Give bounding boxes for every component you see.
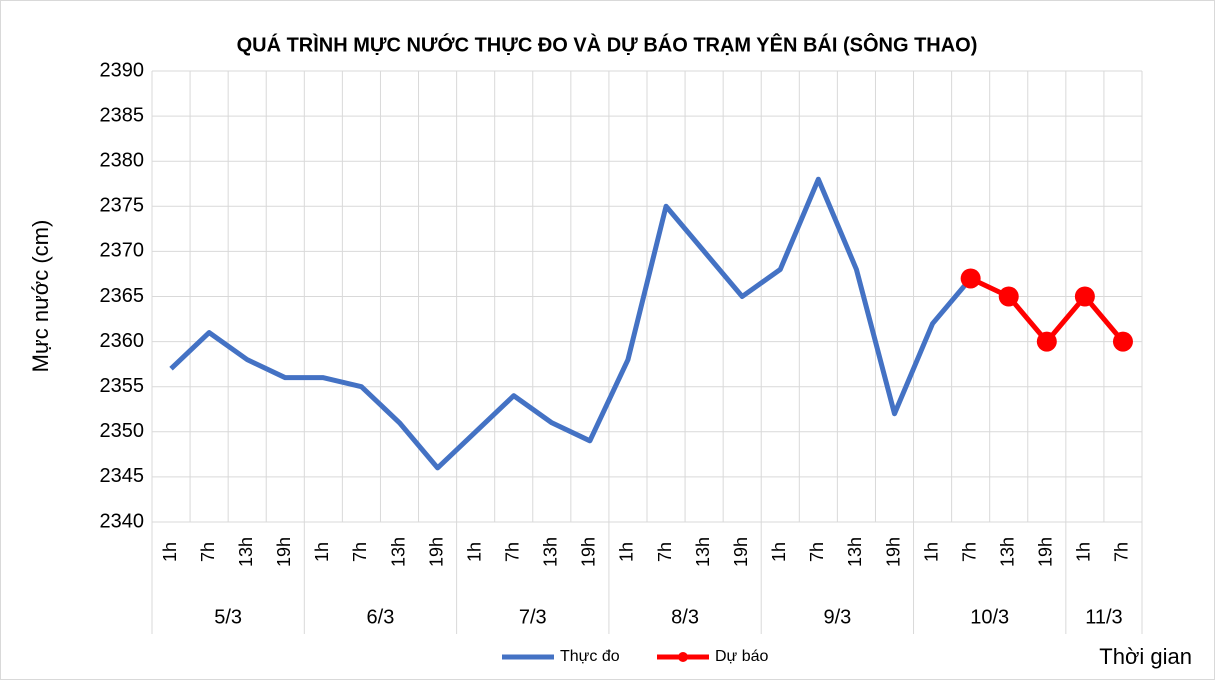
x-tick-label: 1h [464,542,484,562]
y-tick-label: 2355 [100,375,145,397]
x-tick-label: 7h [1112,542,1132,562]
x-tick-label: 7h [959,542,979,562]
y-tick-label: 2390 [100,59,145,81]
x-tick-label: 1h [769,542,789,562]
chart-title: QUÁ TRÌNH MỰC NƯỚC THỰC ĐO VÀ DỰ BÁO TRẠ… [237,32,978,56]
y-tick-label: 2370 [100,240,145,262]
y-tick-label: 2385 [100,104,145,126]
x-tick-label: 19h [426,537,446,567]
series-marker [998,286,1019,307]
x-tick-label: 19h [1036,537,1056,567]
legend-marker [678,652,688,662]
group-label: 5/3 [214,606,242,628]
series-marker [1036,331,1057,352]
x-tick-label: 19h [883,537,903,567]
group-label: 6/3 [367,606,395,628]
x-tick-label: 1h [617,542,637,562]
y-tick-label: 2380 [100,149,145,171]
y-tick-label: 2340 [100,510,145,532]
x-tick-label: 7h [350,542,370,562]
x-tick-label: 13h [997,537,1017,567]
y-tick-label: 2360 [100,330,145,352]
legend-label: Thực đo [560,648,620,665]
x-tick-label: 13h [388,537,408,567]
x-tick-label: 7h [807,542,827,562]
series-line [169,176,973,471]
y-axis-label: Mực nước (cm) [28,220,53,373]
y-tick-label: 2350 [100,420,145,442]
x-tick-label: 7h [502,542,522,562]
x-tick-label: 13h [236,537,256,567]
x-tick-label: 7h [198,542,218,562]
series-marker [960,268,981,289]
group-label: 7/3 [519,606,547,628]
x-tick-label: 19h [731,537,751,567]
x-tick-label: 7h [655,542,675,562]
x-tick-label: 1h [160,542,180,562]
group-label: 11/3 [1085,606,1122,628]
y-tick-label: 2345 [100,465,145,487]
y-tick-label: 2365 [100,285,145,307]
x-tick-label: 1h [1074,542,1094,562]
series-marker [1112,331,1133,352]
x-tick-label: 19h [274,537,294,567]
x-tick-label: 1h [312,542,332,562]
x-tick-label: 1h [921,542,941,562]
group-label: 9/3 [823,606,851,628]
x-tick-label: 13h [845,537,865,567]
x-tick-label: 13h [541,537,561,567]
x-axis-label: Thời gian [1099,644,1192,669]
y-tick-label: 2375 [100,195,145,217]
series-marker [1074,286,1095,307]
group-label: 8/3 [671,606,699,628]
group-label: 10/3 [970,606,1009,628]
x-tick-label: 19h [579,537,599,567]
x-tick-label: 13h [693,537,713,567]
legend-label: Dự báo [715,648,769,665]
